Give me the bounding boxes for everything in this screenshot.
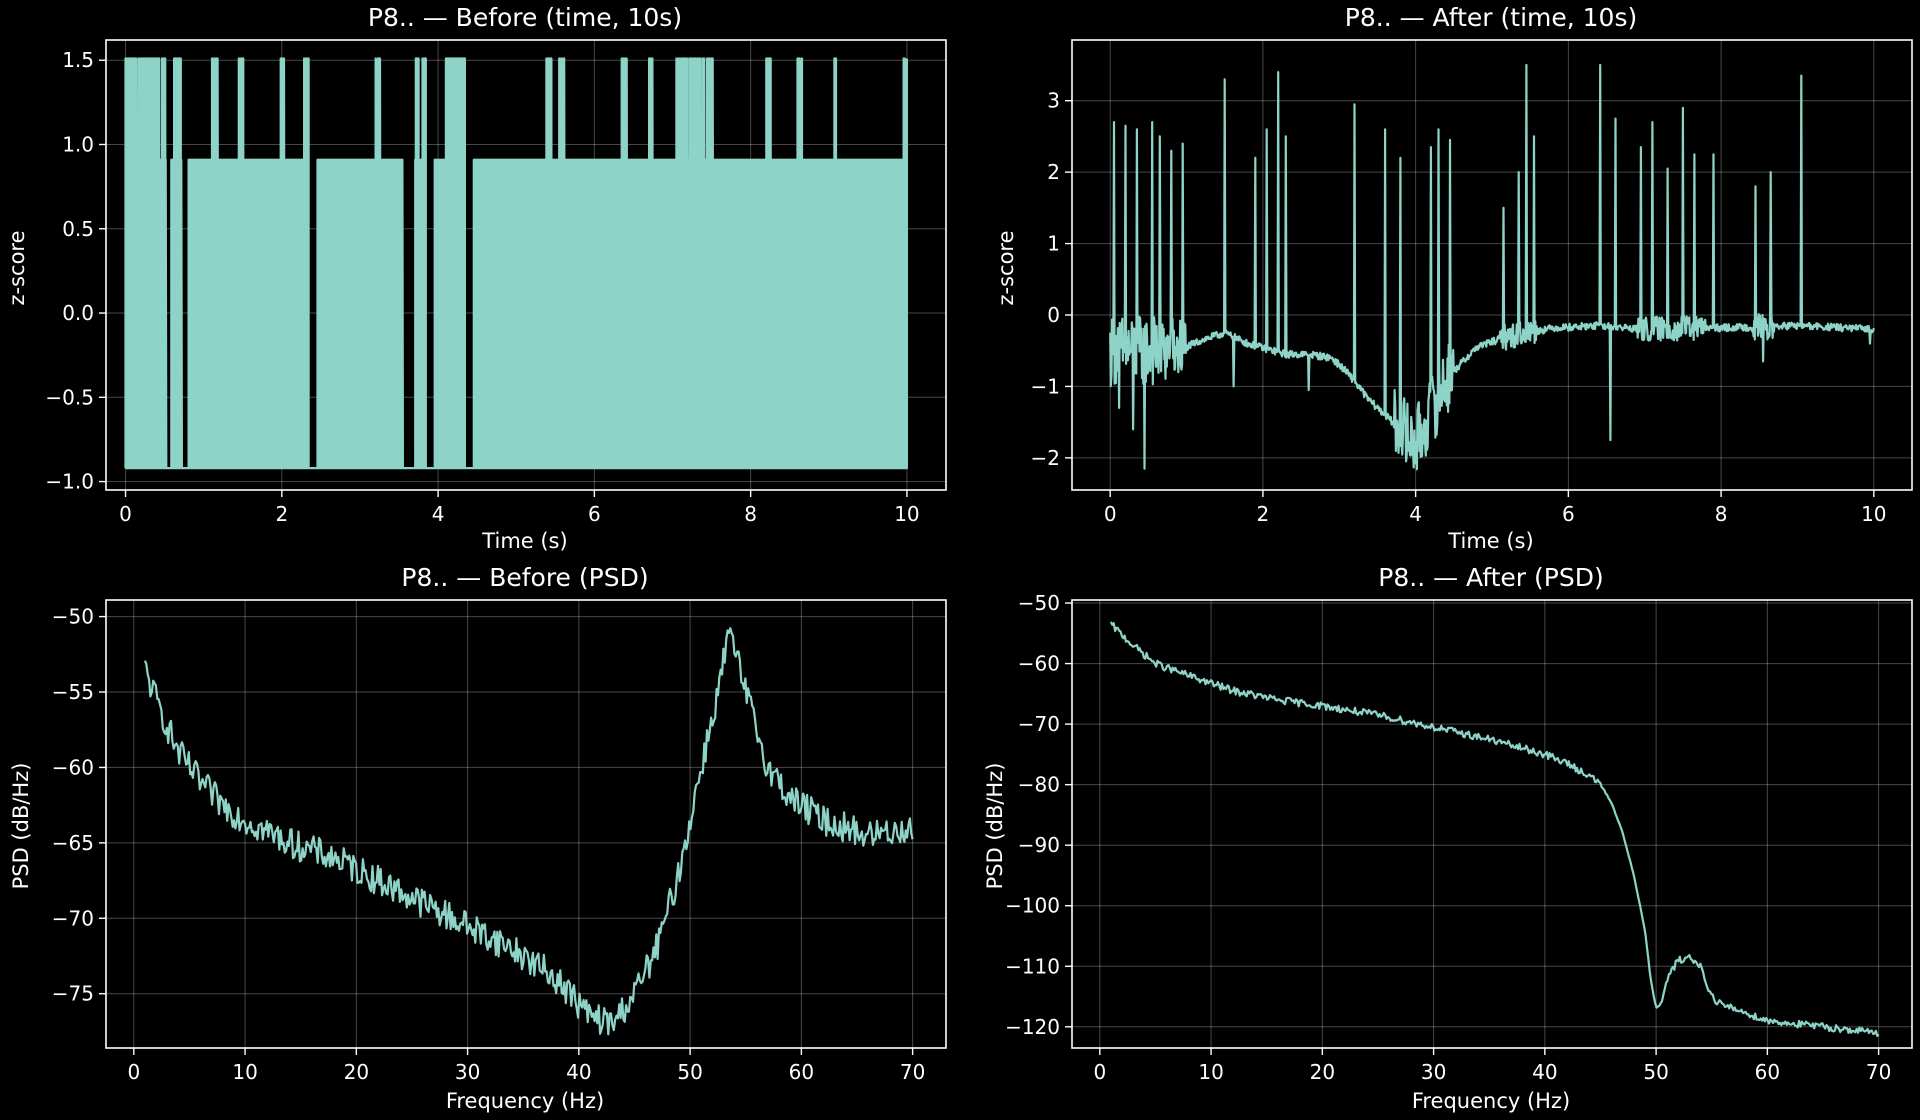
y-tick-label: −75 (52, 982, 94, 1006)
x-tick-label: 8 (1715, 502, 1728, 526)
y-tick-label: −55 (52, 680, 94, 704)
plot-frame (1071, 39, 1913, 491)
x-tick-label: 60 (789, 1060, 814, 1084)
panel-title: P8.. — After (time, 10s) (1345, 3, 1637, 32)
y-axis-label: PSD (dB/Hz) (983, 763, 1007, 890)
plot-frame (105, 39, 947, 491)
x-tick-label: 8 (744, 502, 757, 526)
y-axis-label: PSD (dB/Hz) (9, 763, 33, 890)
x-tick-label: 4 (432, 502, 445, 526)
x-tick-label: 30 (1421, 1060, 1446, 1084)
panel-title: P8.. — Before (time, 10s) (368, 3, 682, 32)
panel-before-time: P8.. — Before (time, 10s) Time (s) z-sco… (5, 3, 947, 553)
y-tick-label: −2 (1031, 446, 1060, 470)
plot-frame (105, 599, 947, 1049)
y-tick-label: −70 (52, 906, 94, 930)
x-tick-label: 20 (1310, 1060, 1335, 1084)
panel-after-psd: P8.. — After (PSD) Frequency (Hz) PSD (d… (983, 563, 1913, 1113)
y-tick-label: 1 (1047, 232, 1060, 256)
x-tick-label: 0 (1104, 502, 1117, 526)
x-tick-label: 6 (1562, 502, 1575, 526)
plot-frame (1071, 599, 1913, 1049)
y-tick-label: −90 (1018, 833, 1060, 857)
panel-after-time: P8.. — After (time, 10s) Time (s) z-scor… (994, 3, 1913, 553)
series-line (1109, 63, 1875, 471)
y-axis-label: z-score (994, 230, 1018, 305)
x-tick-label: 2 (1257, 502, 1270, 526)
x-axis-label: Time (s) (481, 529, 567, 553)
y-tick-label: −80 (1018, 773, 1060, 797)
series-line (1109, 621, 1880, 1037)
y-tick-label: −1 (1031, 374, 1060, 398)
x-tick-label: 50 (677, 1060, 702, 1084)
x-tick-label: 60 (1755, 1060, 1780, 1084)
panel-title: P8.. — Before (PSD) (401, 563, 648, 592)
y-tick-label: 3 (1047, 89, 1060, 113)
y-axis-label: z-score (5, 230, 29, 305)
x-tick-label: 4 (1409, 502, 1422, 526)
x-tick-label: 40 (566, 1060, 591, 1084)
panel-before-psd: P8.. — Before (PSD) Frequency (Hz) PSD (… (9, 563, 947, 1113)
y-tick-label: −60 (1018, 652, 1060, 676)
y-tick-label: 1.5 (62, 48, 94, 72)
y-tick-label: −50 (1018, 591, 1060, 615)
x-tick-label: 40 (1532, 1060, 1557, 1084)
x-tick-label: 2 (275, 502, 288, 526)
x-axis-label: Frequency (Hz) (446, 1089, 604, 1113)
y-tick-label: −1.0 (45, 470, 94, 494)
y-tick-label: −0.5 (45, 385, 94, 409)
y-tick-label: 2 (1047, 160, 1060, 184)
y-tick-label: −70 (1018, 712, 1060, 736)
x-tick-label: 10 (232, 1060, 257, 1084)
y-tick-label: 0 (1047, 303, 1060, 327)
x-tick-label: 6 (588, 502, 601, 526)
y-tick-label: −110 (1005, 954, 1060, 978)
y-tick-label: −100 (1005, 894, 1060, 918)
y-tick-label: −60 (52, 755, 94, 779)
y-tick-label: 1.0 (62, 132, 94, 156)
x-tick-label: 30 (455, 1060, 480, 1084)
x-tick-label: 10 (1861, 502, 1886, 526)
panel-title: P8.. — After (PSD) (1378, 563, 1603, 592)
y-tick-label: −65 (52, 831, 94, 855)
x-tick-label: 20 (344, 1060, 369, 1084)
y-tick-label: 0.5 (62, 217, 94, 241)
x-tick-label: 0 (1093, 1060, 1106, 1084)
x-tick-label: 10 (1198, 1060, 1223, 1084)
x-tick-label: 0 (119, 502, 132, 526)
y-tick-label: −50 (52, 605, 94, 629)
y-tick-label: −120 (1005, 1015, 1060, 1039)
x-tick-label: 70 (900, 1060, 925, 1084)
x-tick-label: 0 (127, 1060, 140, 1084)
x-tick-label: 10 (894, 502, 919, 526)
x-axis-label: Time (s) (1447, 529, 1533, 553)
x-tick-label: 70 (1866, 1060, 1891, 1084)
series-line (124, 57, 908, 470)
y-tick-label: 0.0 (62, 301, 94, 325)
series-line (143, 627, 914, 1036)
x-axis-label: Frequency (Hz) (1412, 1089, 1570, 1113)
x-tick-label: 50 (1643, 1060, 1668, 1084)
